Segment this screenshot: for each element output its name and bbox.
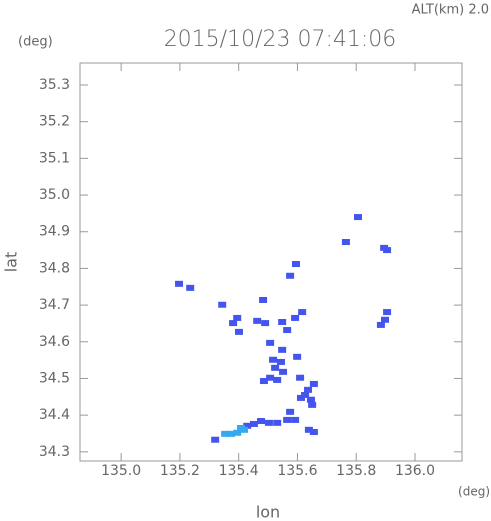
echo-cell [304, 426, 313, 433]
x-tick-label: 135.4 [219, 463, 259, 479]
echo-cell [259, 296, 268, 303]
echo-cell [261, 320, 270, 327]
plot-frame [79, 62, 463, 462]
echo-cell [286, 272, 295, 279]
echo-cell [264, 419, 273, 426]
echo-cell [304, 386, 313, 393]
echo-cell [211, 436, 220, 443]
x-tick-label: 136.0 [395, 463, 435, 479]
y-tick-label: 35.1 [39, 150, 70, 166]
echo-cell [186, 284, 195, 291]
echo-cell [249, 420, 258, 427]
echo-cell [221, 430, 230, 437]
echo-cell [383, 309, 392, 316]
echo-cell [283, 327, 292, 334]
echo-cell [381, 316, 390, 323]
echo-cell [278, 318, 287, 325]
echo-cell [259, 378, 268, 385]
x-tick-label: 135.2 [160, 463, 200, 479]
echo-cell [286, 408, 295, 415]
echo-cell [227, 430, 236, 437]
y-tick-label: 35.3 [39, 77, 70, 93]
y-label: lat [2, 252, 21, 273]
echo-cell [293, 353, 302, 360]
y-tick-label: 34.3 [39, 444, 70, 460]
echo-cell [376, 321, 385, 328]
echo-cell [296, 394, 305, 401]
y-unit: (deg) [18, 35, 53, 50]
echo-cell [257, 418, 266, 425]
echo-cell [308, 401, 317, 408]
y-tick-label: 34.9 [39, 224, 70, 240]
y-tick-label: 35.0 [39, 187, 70, 203]
echo-cell [266, 339, 275, 346]
echo-cell [175, 280, 184, 287]
x-label: lon [256, 503, 280, 521]
echo-cell [309, 380, 318, 387]
echo-cell [383, 247, 392, 254]
y-tick-label: 34.6 [39, 334, 70, 350]
echo-cell [239, 426, 248, 433]
echo-cell [291, 314, 300, 321]
y-tick-label: 35.2 [39, 114, 70, 130]
echo-cell [291, 416, 300, 423]
echo-cell [243, 422, 252, 429]
echo-cell [273, 419, 282, 426]
x-tick-label: 135.0 [101, 463, 141, 479]
echo-cell [271, 364, 280, 371]
echo-cell [309, 429, 318, 436]
altitude: ALT(km) 2.0 [412, 3, 489, 18]
y-tick-label: 34.7 [39, 297, 70, 313]
x-tick-label: 135.8 [336, 463, 376, 479]
echo-cell [353, 214, 362, 221]
echo-cell [229, 320, 238, 327]
echo-cell [233, 429, 242, 436]
echo-cell [301, 391, 310, 398]
echo-cell [296, 374, 305, 381]
y-tick-label: 34.5 [39, 370, 70, 386]
echo-cell [266, 374, 275, 381]
echo-cell [234, 328, 243, 335]
echo-cell [279, 368, 288, 375]
chart-title: 2015/10/23 07:41:06 [164, 27, 397, 52]
echo-cell [283, 416, 292, 423]
echo-cell [306, 396, 315, 403]
echo-cell [218, 301, 227, 308]
x-unit: (deg) [458, 485, 490, 499]
x-tick-label: 135.6 [277, 463, 317, 479]
echo-cell [276, 358, 285, 365]
echo-cell [253, 317, 262, 324]
echo-cell [278, 346, 287, 353]
echo-cell [273, 376, 282, 383]
echo-cell [269, 356, 278, 363]
echo-cell [233, 314, 242, 321]
y-tick-label: 34.4 [39, 407, 70, 423]
echo-cell [341, 239, 350, 246]
echo-cell [298, 309, 307, 316]
echo-cell [291, 261, 300, 268]
y-tick-label: 34.8 [39, 260, 70, 276]
